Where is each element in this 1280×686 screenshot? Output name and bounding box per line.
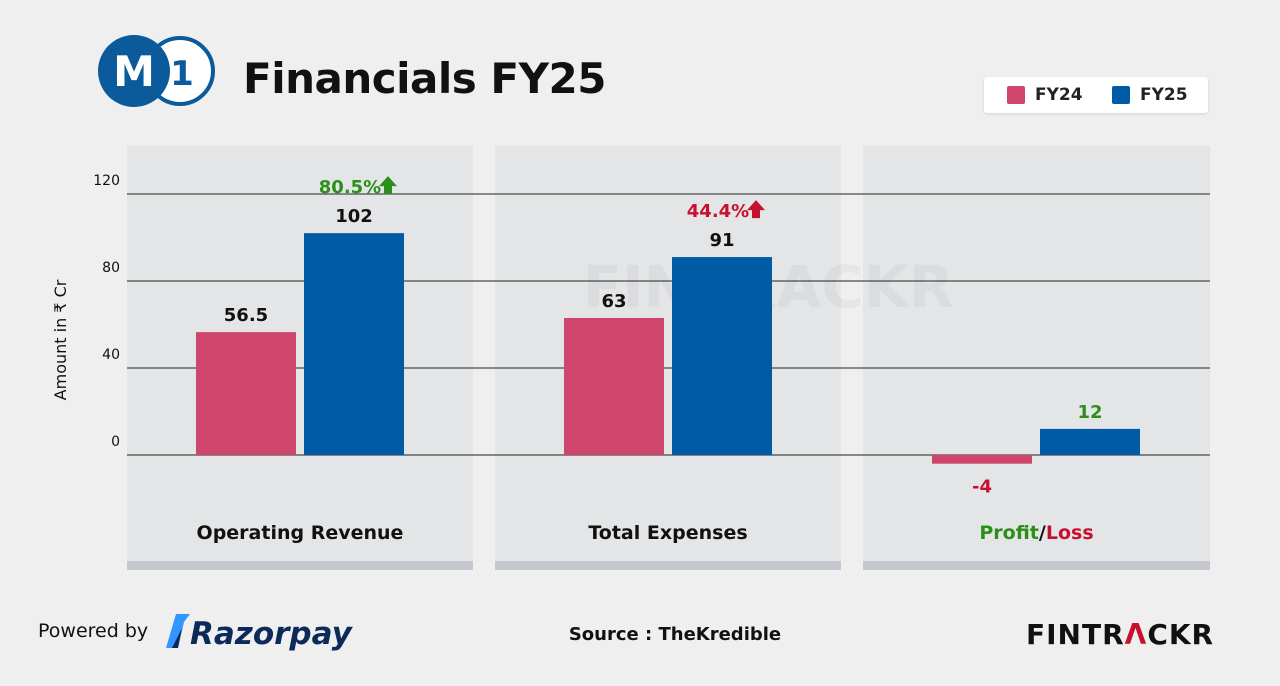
bar-fy25 [304,233,404,455]
legend-item-fy25: FY25 [1112,77,1188,113]
chart-panel [495,146,841,561]
category-label-part: Loss [1046,522,1094,544]
chart-panel-base [495,561,841,570]
y-tick-label: 40 [102,347,120,363]
legend-item-fy24: FY24 [1007,77,1083,113]
up-arrow-icon [747,200,765,219]
y-axis-label: Amount in ₹ Cr [51,279,70,400]
bar-fy24 [196,332,296,455]
category-label-part: Profit [979,522,1039,544]
chart-panel-base [127,561,473,570]
y-tick-label: 120 [93,173,120,189]
chart-panel [863,146,1210,561]
legend-label-fy24: FY24 [1035,85,1083,105]
data-label: 102 [335,206,373,227]
brand-part1: FINTR [1026,618,1125,651]
legend-swatch-fy25 [1112,86,1130,104]
powered-by-text: Powered by [38,620,149,642]
bar-fy24 [564,317,664,455]
bar-fy25 [672,257,772,455]
growth-annotation: 80.5% [319,177,381,198]
data-label: 56.5 [224,305,268,326]
page-title: Financials FY25 [243,54,606,103]
logo-number: 1 [170,54,194,94]
bar-fy25 [1040,428,1140,455]
razorpay-wordmark: Razorpay [190,616,354,652]
data-label: 63 [601,291,626,312]
chart-panel-base [863,561,1210,570]
m1-logo: 1 M [98,35,215,107]
chart-panel [127,146,473,561]
up-arrow-icon [379,176,397,195]
data-label: 12 [1077,402,1102,423]
logo-letter: M [113,47,155,96]
fintrackr-brand: FINTRΛCKR [1026,618,1214,651]
category-label: Operating Revenue [197,522,404,544]
category-label-part: / [1039,522,1046,544]
y-tick-label: 0 [111,434,120,450]
bar-fy24 [932,455,1032,464]
growth-annotation: 44.4% [687,201,749,222]
brand-accent: Λ [1124,618,1148,651]
data-label: -4 [972,477,992,498]
category-label: Profit/Loss [979,522,1093,544]
data-label: 91 [709,230,734,251]
source-text: Source : TheKredible [568,624,782,645]
category-label-part: Total Expenses [588,522,747,544]
legend-label-fy25: FY25 [1140,85,1188,105]
razorpay-logo: Razorpay [166,614,354,652]
legend-swatch-fy24 [1007,86,1025,104]
y-tick-label: 80 [102,260,120,276]
category-label: Total Expenses [588,522,747,544]
brand-part2: CKR [1147,618,1215,651]
category-label-part: Operating Revenue [197,522,404,544]
chart-legend: FY24 FY25 [984,77,1208,113]
